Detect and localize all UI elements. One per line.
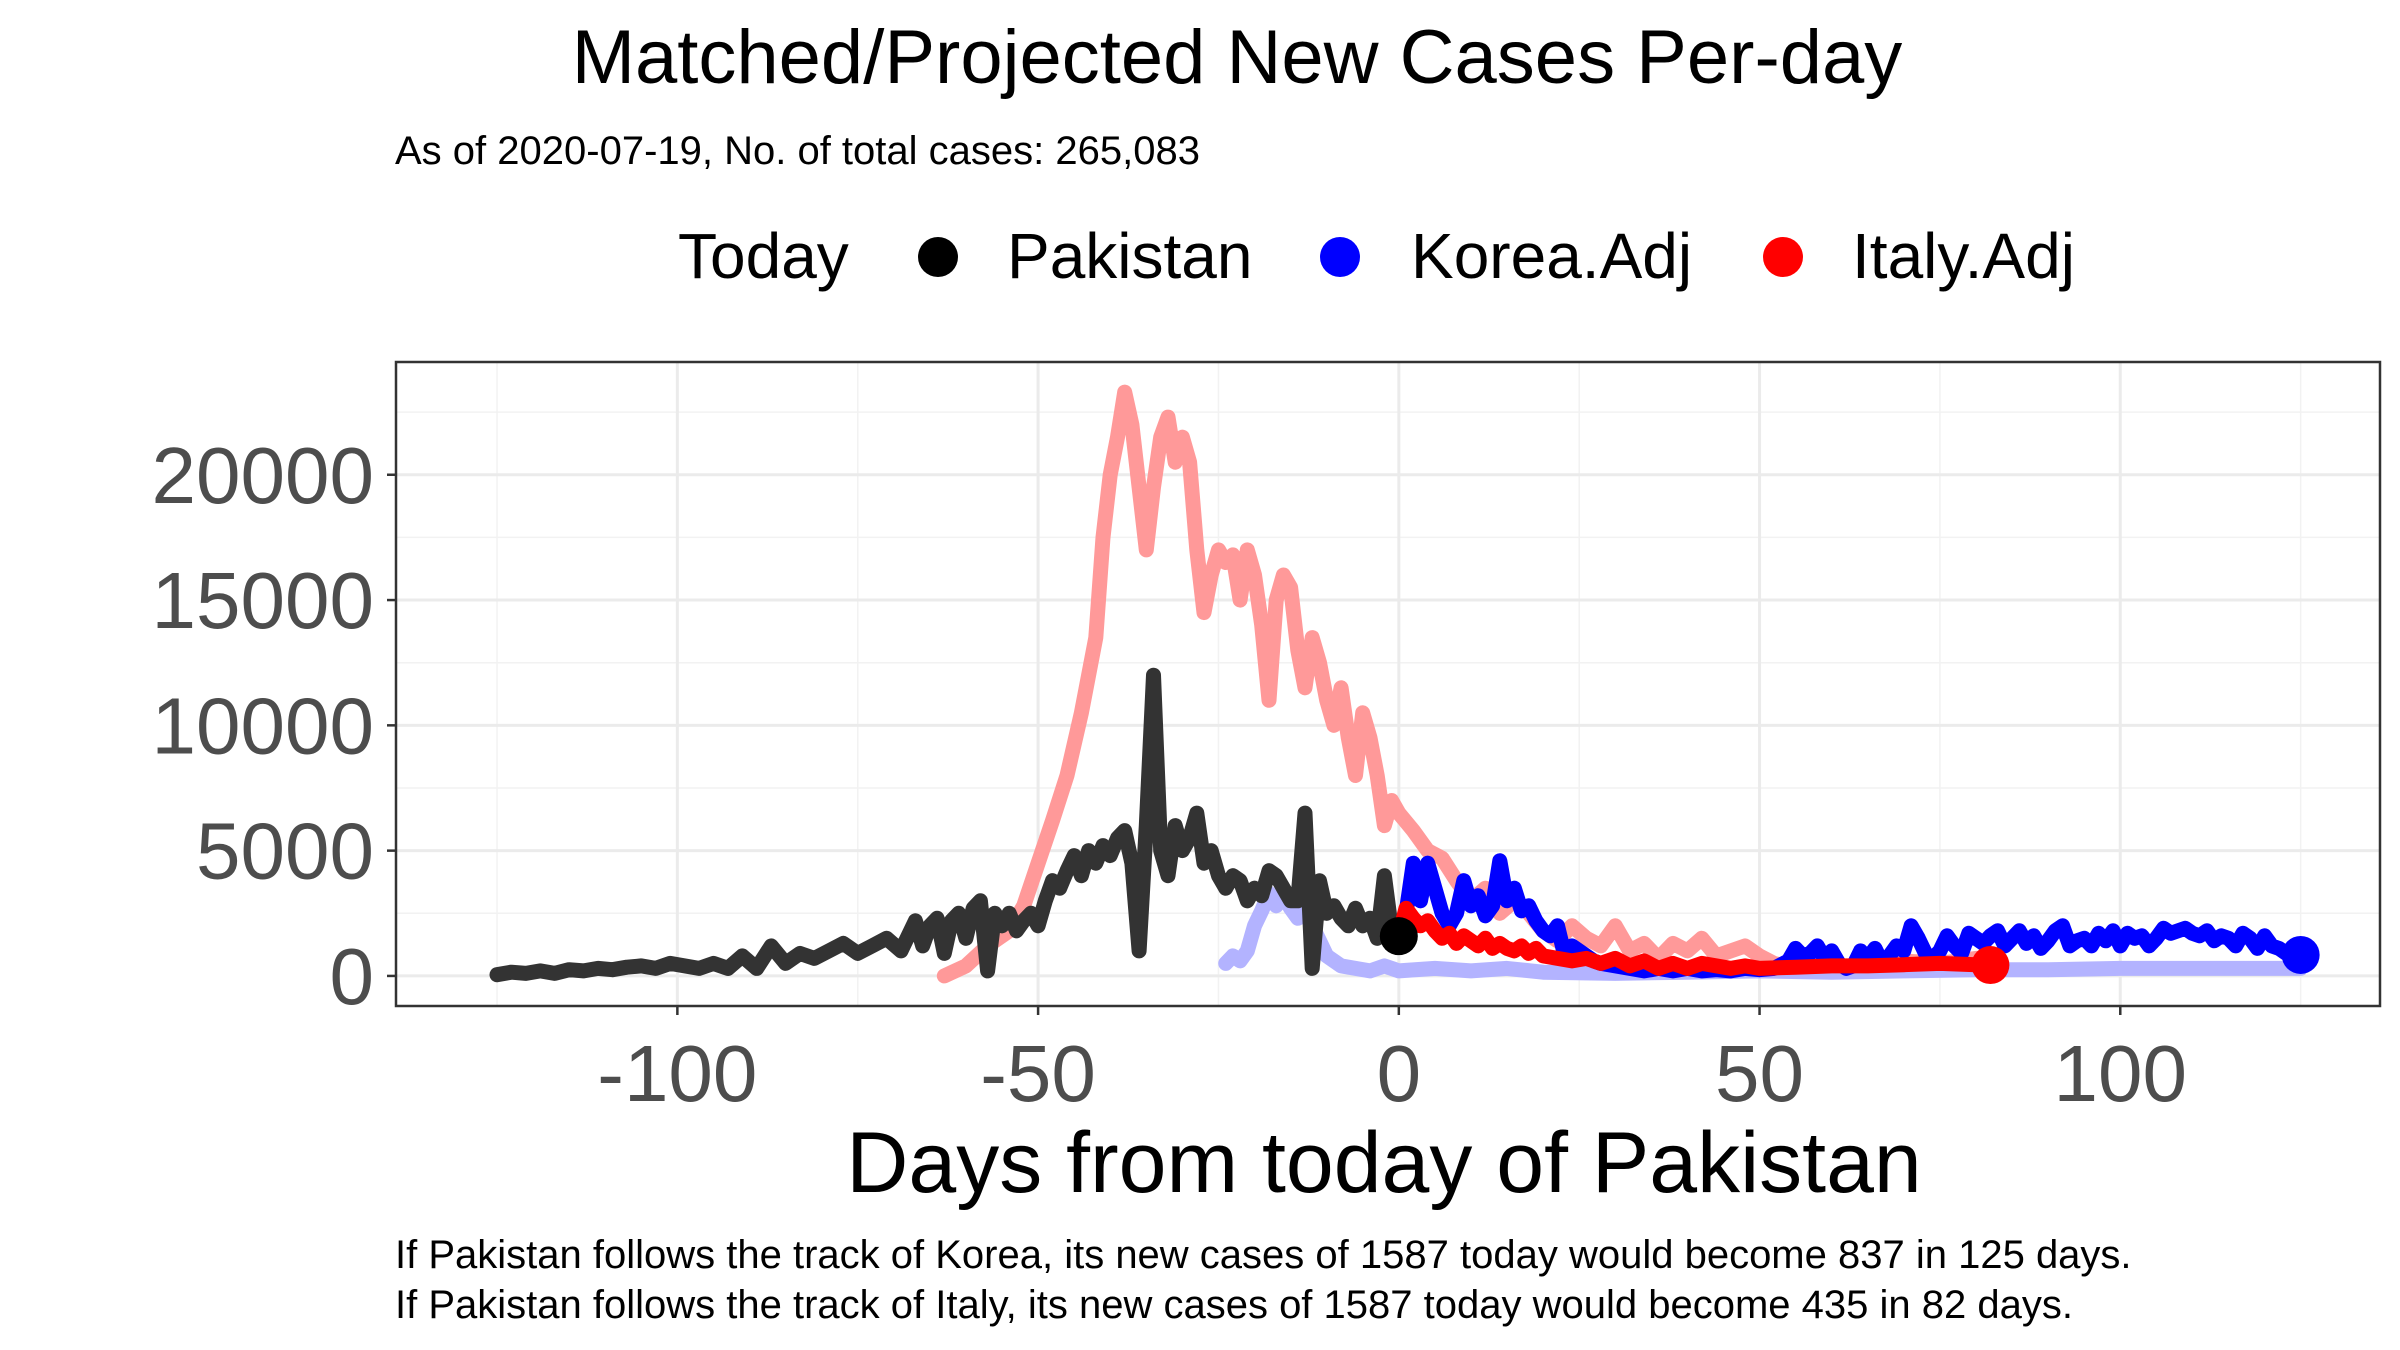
today-points	[1379, 917, 2320, 985]
x-tick-label: 100	[2054, 1029, 2187, 1118]
legend-label-italy: Italy.Adj	[1852, 220, 2075, 292]
legend-label-pakistan: Pakistan	[1007, 220, 1252, 292]
legend-label-korea: Korea.Adj	[1411, 220, 1692, 292]
plot-border	[394, 360, 2382, 1008]
caption-italy: If Pakistan follows the track of Italy, …	[395, 1283, 2073, 1327]
today-point-korea-adj	[2281, 935, 2320, 974]
series-layer	[489, 384, 2309, 984]
series-line-italy-adj-matched	[936, 384, 1998, 984]
legend-key-italy	[1763, 237, 1803, 277]
today-point-pakistan	[1379, 917, 1418, 956]
y-axis: 0 5000 10000 15000 20000	[152, 431, 396, 1021]
x-tick-label: -50	[980, 1029, 1096, 1118]
legend-title: Today	[678, 220, 849, 292]
y-tick-label: 15000	[152, 556, 374, 645]
y-tick-label: 0	[330, 932, 375, 1021]
plot-frame	[394, 360, 2382, 1008]
legend: Today Pakistan Korea.Adj Italy.Adj	[678, 220, 2075, 292]
caption-korea: If Pakistan follows the track of Korea, …	[395, 1233, 2132, 1277]
y-tick-label: 5000	[196, 807, 374, 896]
x-axis: -100 -50 0 50 100	[597, 1006, 2187, 1118]
x-tick-label: -100	[597, 1029, 757, 1118]
x-tick-label: 50	[1715, 1029, 1804, 1118]
legend-key-pakistan	[918, 237, 958, 277]
series-line-pakistan-actual	[489, 667, 1407, 983]
chart-title: Matched/Projected New Cases Per-day	[572, 15, 1903, 100]
series-line-italy-adj-projected	[1391, 900, 1998, 976]
x-axis-title: Days from today of Pakistan	[846, 1115, 1921, 1211]
today-point-italy-adj	[1971, 946, 2010, 985]
grid	[396, 362, 2380, 1006]
x-tick-label: 0	[1377, 1029, 1422, 1118]
chart-subtitle: As of 2020-07-19, No. of total cases: 26…	[395, 129, 1200, 173]
y-tick-label: 20000	[152, 431, 374, 520]
y-tick-label: 10000	[152, 681, 374, 770]
legend-key-korea	[1320, 237, 1360, 277]
series-line-korea-adj-projected	[1391, 853, 2309, 979]
